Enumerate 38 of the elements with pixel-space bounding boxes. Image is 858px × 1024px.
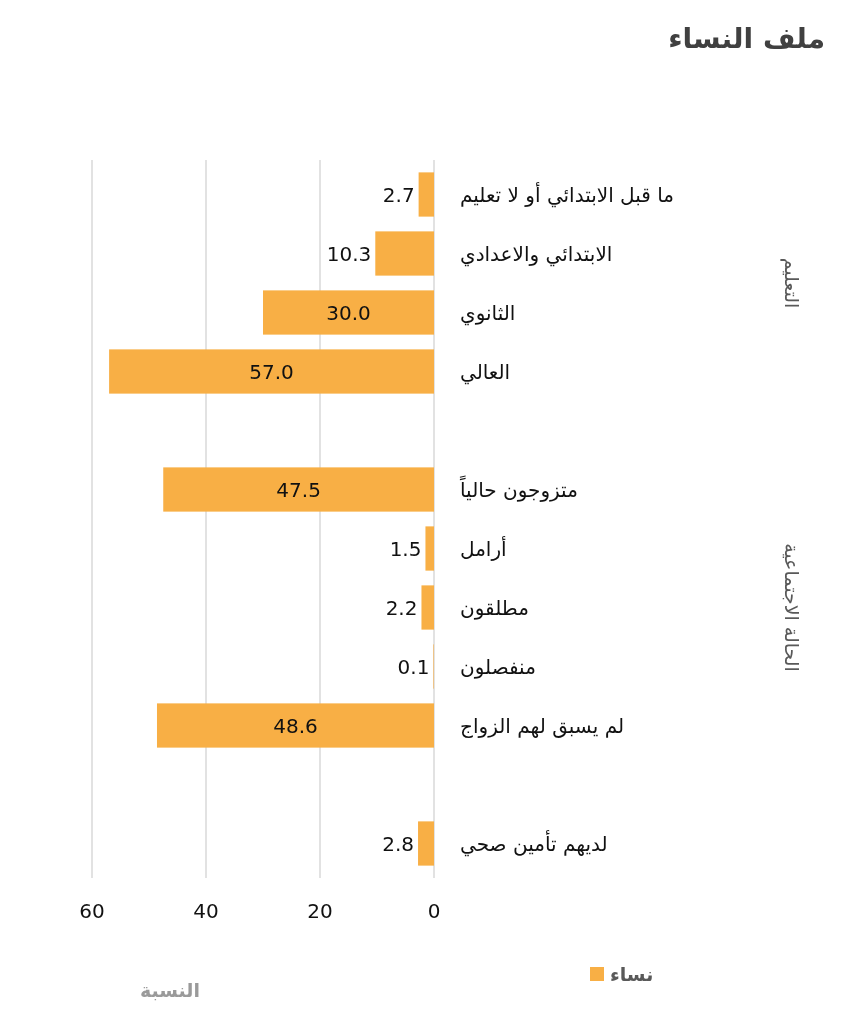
y-tick-label: الثانوي (460, 300, 516, 326)
data-label: 48.6 (273, 713, 318, 738)
bar (421, 585, 434, 630)
data-label: 2.2 (385, 595, 418, 620)
text: التعليم (780, 257, 803, 309)
data-label: 57.0 (249, 359, 294, 384)
data-label: 0.1 (397, 654, 430, 679)
x-tick-label: 40 (193, 899, 219, 923)
y-tick-label: منفصلون (460, 654, 536, 679)
data-label: 2.8 (382, 831, 415, 856)
bar (418, 172, 434, 217)
data-label: 30.0 (326, 300, 371, 325)
y-tick-label: ما قبل الابتدائي أو لا تعليم (460, 181, 674, 208)
bar (425, 526, 434, 571)
y-tick-label: مطلقون (460, 595, 529, 620)
bar (418, 821, 434, 866)
bar (375, 231, 434, 276)
y-tick-label: العالي (460, 359, 511, 385)
x-tick-label: 0 (427, 899, 441, 923)
y-tick-label: لم يسبق لهم الزواج (460, 713, 625, 738)
y-tick-label: متزوجون حالياً (459, 475, 578, 502)
data-label: 10.3 (326, 241, 372, 266)
bar (156, 703, 434, 748)
text: ملف النساء (668, 22, 825, 55)
y-tick-label: لديهم تأمين صحي (460, 829, 608, 857)
text: الحالة الاجتماعية (781, 543, 803, 672)
bar (263, 290, 434, 335)
data-label: 2.7 (382, 182, 415, 207)
data-label: 47.5 (276, 477, 321, 502)
x-tick-label: 60 (79, 899, 105, 923)
bar (163, 467, 434, 512)
data-label: 1.5 (389, 536, 422, 561)
y-tick-label: الابتدائي والاعدادي (460, 241, 613, 267)
x-tick-label: 20 (307, 899, 333, 923)
legend-label: نساء (610, 963, 654, 985)
x-axis-title: النسبة (139, 979, 201, 1001)
bar (109, 349, 434, 394)
y-tick-label: أرامل (460, 535, 507, 561)
